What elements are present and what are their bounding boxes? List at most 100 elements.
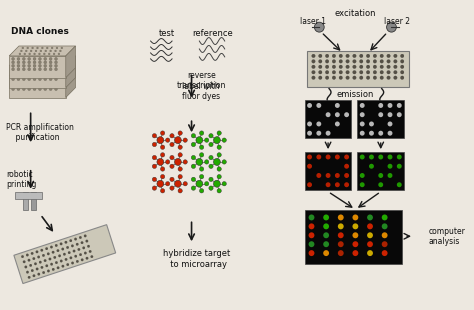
Circle shape	[183, 160, 187, 164]
Circle shape	[27, 78, 31, 81]
Circle shape	[22, 57, 24, 59]
Circle shape	[47, 253, 50, 255]
Circle shape	[209, 164, 213, 169]
Circle shape	[17, 67, 20, 70]
Circle shape	[366, 70, 370, 74]
Bar	[305, 100, 352, 138]
Circle shape	[397, 103, 401, 108]
Circle shape	[360, 122, 365, 126]
Circle shape	[393, 60, 397, 63]
Text: computer
analysis: computer analysis	[428, 227, 465, 246]
Circle shape	[55, 64, 57, 67]
Circle shape	[48, 73, 50, 75]
Circle shape	[49, 258, 51, 260]
Circle shape	[387, 60, 390, 63]
Circle shape	[346, 65, 349, 69]
Circle shape	[339, 54, 343, 58]
Circle shape	[30, 60, 32, 62]
Circle shape	[183, 138, 187, 142]
Circle shape	[81, 259, 83, 261]
Circle shape	[12, 68, 15, 71]
Circle shape	[46, 264, 48, 267]
Circle shape	[79, 236, 82, 239]
Circle shape	[27, 71, 31, 74]
Circle shape	[319, 70, 322, 74]
Circle shape	[366, 76, 370, 79]
Circle shape	[161, 167, 165, 171]
Circle shape	[36, 57, 38, 59]
Circle shape	[55, 78, 57, 81]
Circle shape	[66, 263, 69, 266]
Circle shape	[217, 153, 221, 157]
Circle shape	[17, 61, 20, 64]
Circle shape	[41, 67, 43, 69]
Circle shape	[27, 84, 31, 87]
Circle shape	[346, 70, 349, 74]
Circle shape	[57, 249, 59, 252]
Circle shape	[40, 60, 42, 62]
Circle shape	[378, 154, 383, 159]
Circle shape	[53, 63, 55, 65]
Circle shape	[22, 88, 25, 91]
Circle shape	[55, 261, 58, 264]
Circle shape	[42, 254, 45, 257]
Circle shape	[91, 255, 93, 258]
Circle shape	[12, 88, 15, 91]
Circle shape	[29, 73, 31, 75]
Circle shape	[222, 138, 227, 142]
Circle shape	[38, 61, 41, 64]
Circle shape	[161, 145, 165, 149]
Circle shape	[157, 137, 164, 144]
Circle shape	[32, 47, 34, 49]
Circle shape	[388, 122, 392, 126]
Circle shape	[48, 63, 50, 65]
Circle shape	[33, 57, 36, 60]
Circle shape	[209, 186, 213, 190]
Circle shape	[34, 63, 36, 65]
Circle shape	[27, 68, 31, 71]
Circle shape	[58, 73, 60, 75]
Circle shape	[178, 188, 182, 193]
Circle shape	[367, 224, 373, 229]
Circle shape	[49, 74, 52, 77]
Circle shape	[37, 273, 40, 276]
Circle shape	[378, 103, 383, 108]
Circle shape	[47, 270, 50, 272]
Circle shape	[319, 65, 322, 69]
Circle shape	[82, 246, 85, 249]
Circle shape	[174, 180, 182, 187]
Circle shape	[382, 241, 388, 247]
Circle shape	[401, 65, 404, 69]
Circle shape	[323, 215, 329, 220]
Circle shape	[373, 70, 377, 74]
Circle shape	[380, 65, 383, 69]
Circle shape	[33, 67, 36, 70]
Text: hybridize target
  to microarray: hybridize target to microarray	[163, 249, 230, 269]
Circle shape	[309, 250, 314, 256]
Circle shape	[397, 154, 401, 159]
Circle shape	[70, 239, 72, 242]
Circle shape	[344, 112, 349, 117]
Circle shape	[378, 112, 383, 117]
Circle shape	[401, 54, 404, 58]
Circle shape	[161, 131, 165, 135]
Circle shape	[50, 263, 53, 265]
Circle shape	[152, 177, 156, 182]
Circle shape	[51, 67, 53, 69]
Circle shape	[326, 182, 330, 187]
Circle shape	[325, 54, 329, 58]
Circle shape	[401, 76, 404, 79]
Text: robotic
printing: robotic printing	[6, 170, 36, 189]
Circle shape	[335, 122, 340, 126]
Circle shape	[55, 60, 56, 62]
Circle shape	[312, 65, 315, 69]
Circle shape	[84, 252, 87, 254]
Circle shape	[44, 67, 47, 70]
Circle shape	[339, 60, 343, 63]
Circle shape	[191, 134, 196, 138]
Circle shape	[61, 47, 63, 49]
Circle shape	[312, 54, 315, 58]
Circle shape	[38, 64, 41, 67]
Circle shape	[21, 255, 24, 258]
Circle shape	[12, 71, 15, 74]
